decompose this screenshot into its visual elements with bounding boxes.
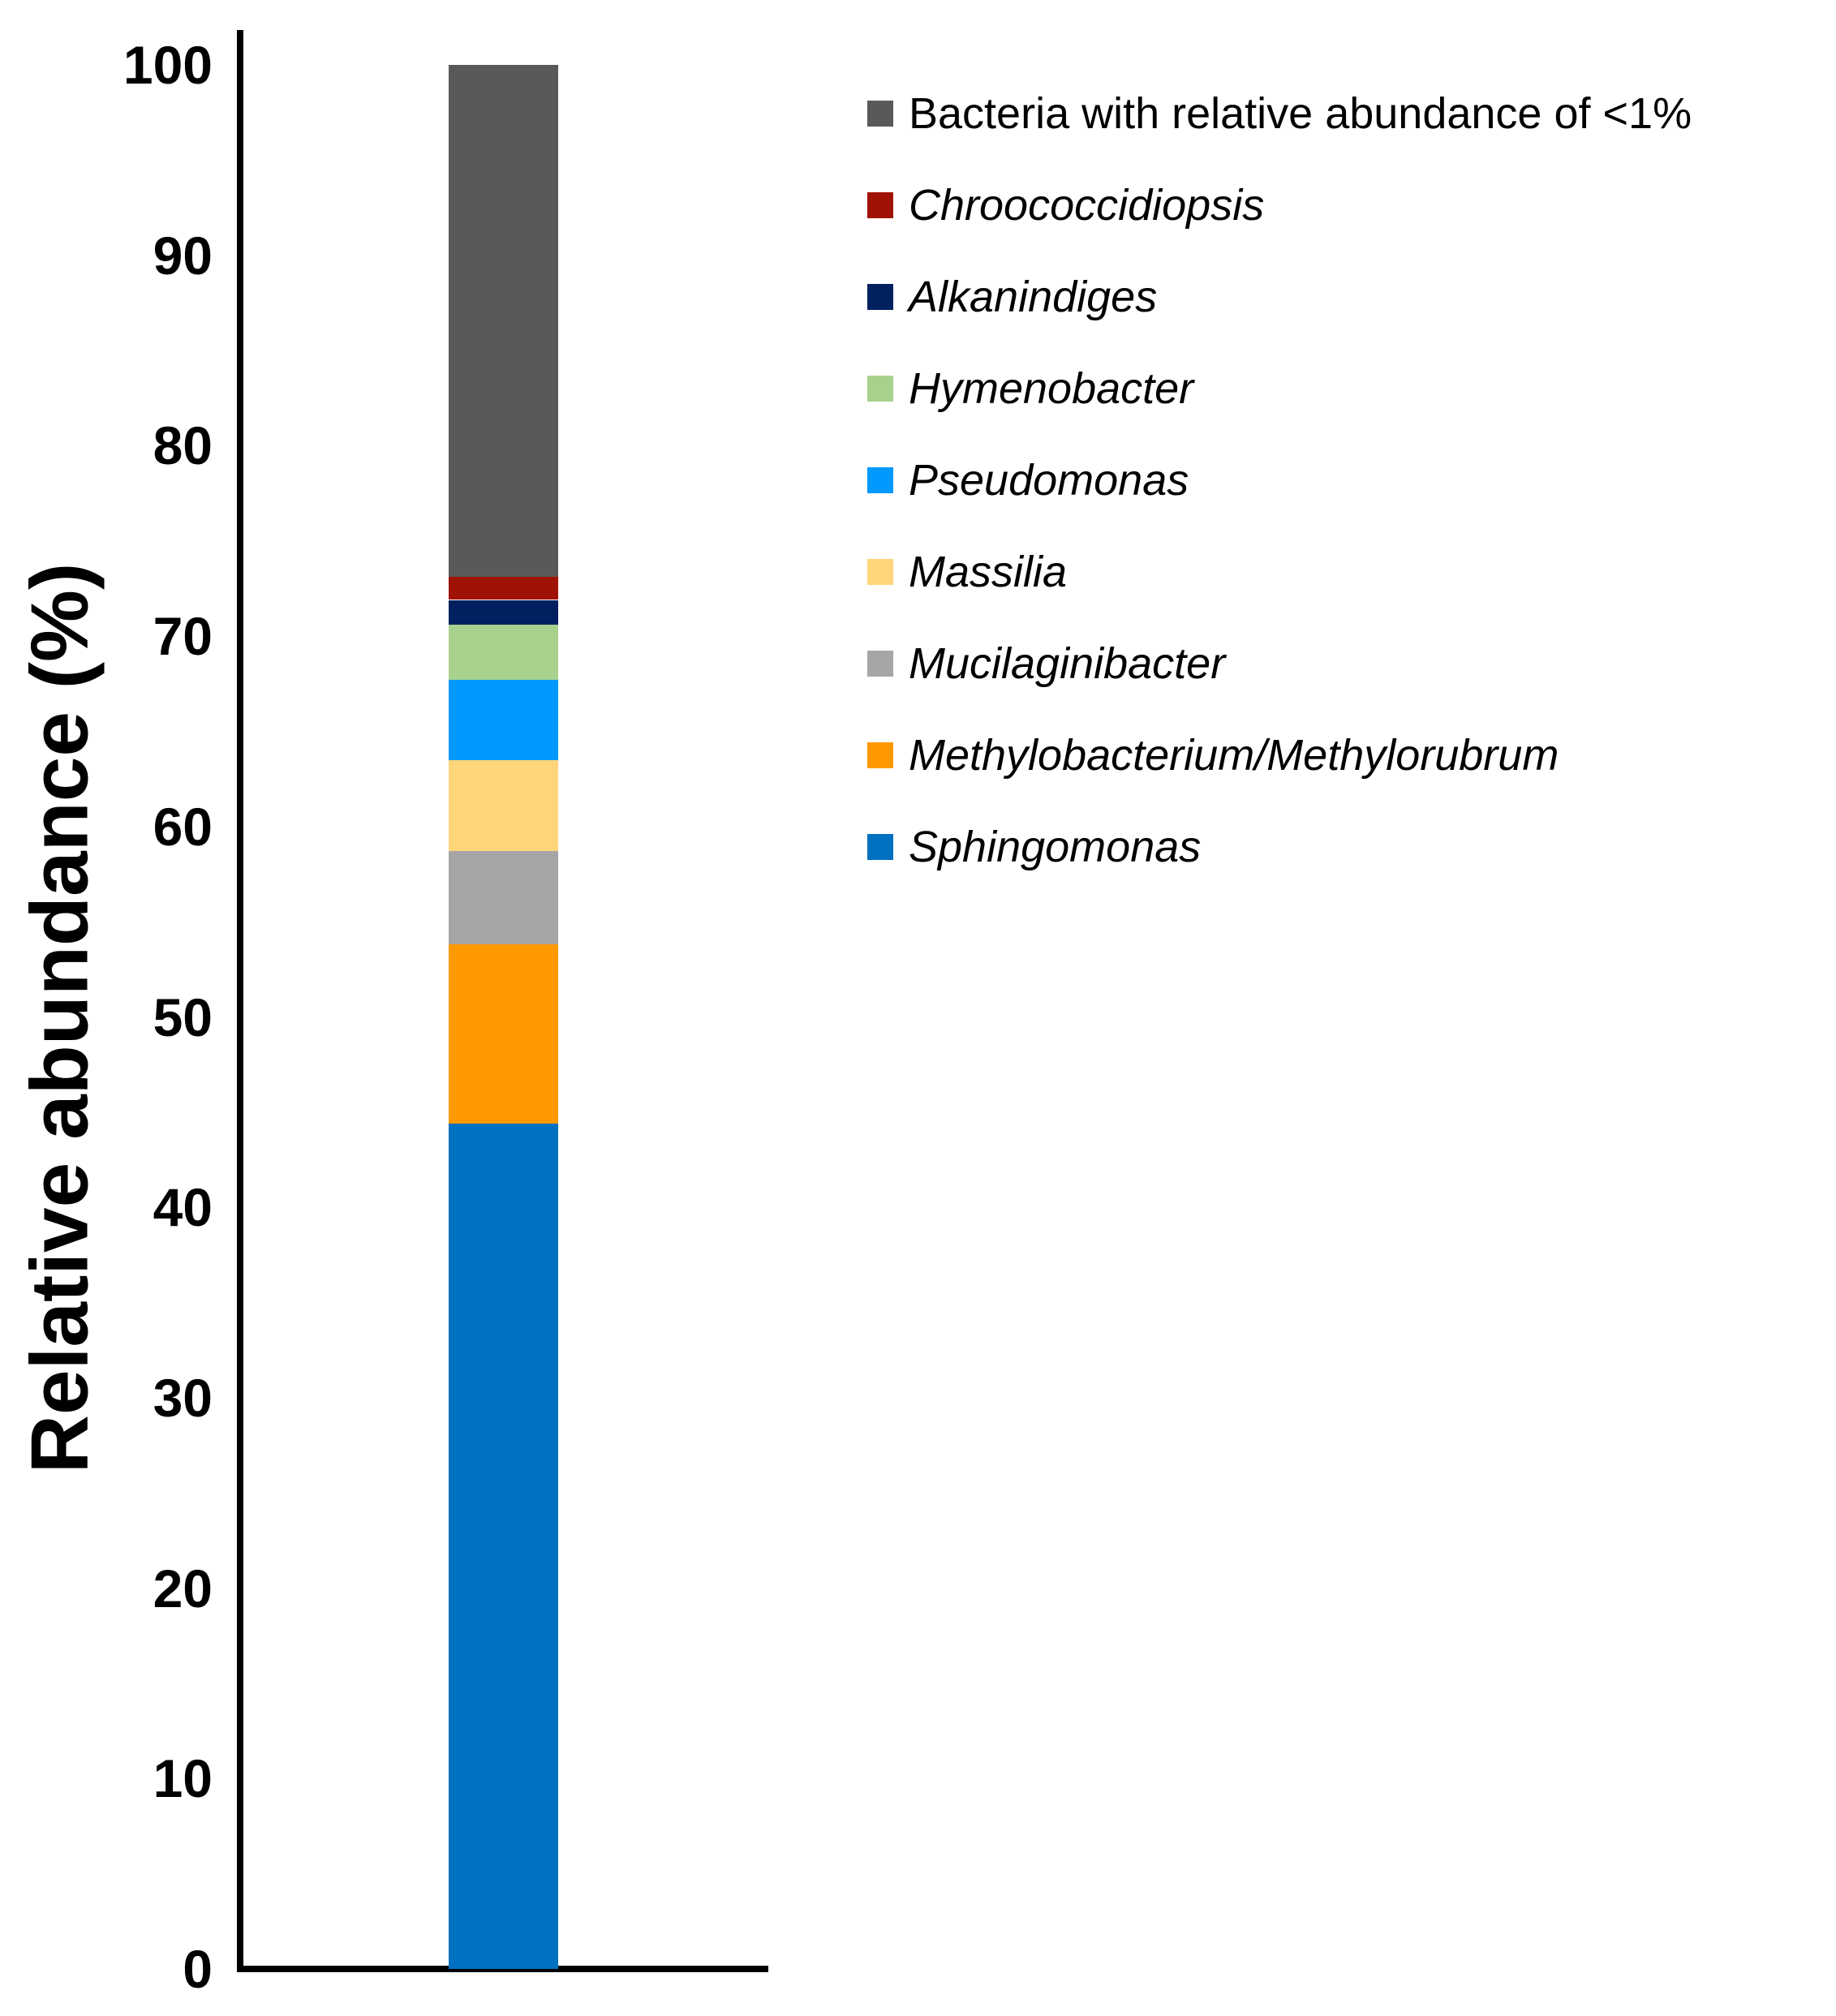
y-tick-label-70: 70 xyxy=(153,606,213,667)
legend-label: Methylobacterium/Methylorubrum xyxy=(909,731,1559,780)
y-tick-label-50: 50 xyxy=(153,987,213,1047)
bar-segment-sphingomonas xyxy=(449,1123,558,1969)
y-tick-label-10: 10 xyxy=(153,1748,213,1809)
legend-label: Bacteria with relative abundance of <1% xyxy=(909,89,1692,138)
y-tick-label-90: 90 xyxy=(153,225,213,286)
bar-segment-alkanindiges xyxy=(449,600,558,625)
y-tick-label-100: 100 xyxy=(123,35,213,95)
y-axis-line xyxy=(237,30,243,1972)
bar-segment-pseudomonas xyxy=(449,680,558,760)
legend-item-alkanindiges: Alkanindiges xyxy=(867,271,1157,323)
legend-item-mucilaginibacter: Mucilaginibacter xyxy=(867,638,1225,690)
bar-segment-mucilaginibacter xyxy=(449,851,558,945)
bar-segment-massilia xyxy=(449,759,558,852)
y-tick-label-80: 80 xyxy=(153,415,213,476)
y-tick-label-40: 40 xyxy=(153,1177,213,1238)
legend-label: Sphingomonas xyxy=(909,823,1202,871)
legend-item-chroococcidiopsis: Chroococcidiopsis xyxy=(867,179,1264,231)
legend-label: Hymenobacter xyxy=(909,364,1194,413)
legend-item-massilia: Massilia xyxy=(867,546,1067,598)
bar-segment-hymenobacter xyxy=(449,625,558,681)
legend-swatch-icon xyxy=(867,559,893,585)
legend-item-bacteria-with-relative-abundance-of-1: Bacteria with relative abundance of <1% xyxy=(867,88,1692,140)
y-tick-label-60: 60 xyxy=(153,796,213,857)
bar-segment-methylobacterium-methylorubrum xyxy=(449,944,558,1124)
legend-label: Mucilaginibacter xyxy=(909,639,1226,688)
legend-swatch-icon xyxy=(867,651,893,677)
legend-swatch-icon xyxy=(867,467,893,493)
legend-label: Pseudomonas xyxy=(909,456,1189,505)
legend-label: Massilia xyxy=(909,548,1068,596)
legend-label: Alkanindiges xyxy=(909,273,1158,321)
legend-item-pseudomonas: Pseudomonas xyxy=(867,454,1189,506)
y-tick-label-20: 20 xyxy=(153,1558,213,1618)
legend-label: Chroococcidiopsis xyxy=(909,181,1265,230)
bar-segment-bacteria-with-relative-abundance-of-1 xyxy=(449,65,558,578)
legend-swatch-icon xyxy=(867,101,893,127)
legend-swatch-icon xyxy=(867,742,893,768)
legend-item-hymenobacter: Hymenobacter xyxy=(867,363,1193,415)
y-tick-label-30: 30 xyxy=(153,1367,213,1428)
legend-item-sphingomonas: Sphingomonas xyxy=(867,821,1201,873)
y-tick-label-0: 0 xyxy=(183,1939,213,1999)
legend-item-methylobacterium-methylorubrum: Methylobacterium/Methylorubrum xyxy=(867,729,1559,781)
bar-segment-chroococcidiopsis xyxy=(449,577,558,600)
legend-swatch-icon xyxy=(867,834,893,860)
legend-swatch-icon xyxy=(867,284,893,310)
legend-swatch-icon xyxy=(867,376,893,402)
x-axis-line xyxy=(237,1966,768,1972)
legend-swatch-icon xyxy=(867,192,893,218)
